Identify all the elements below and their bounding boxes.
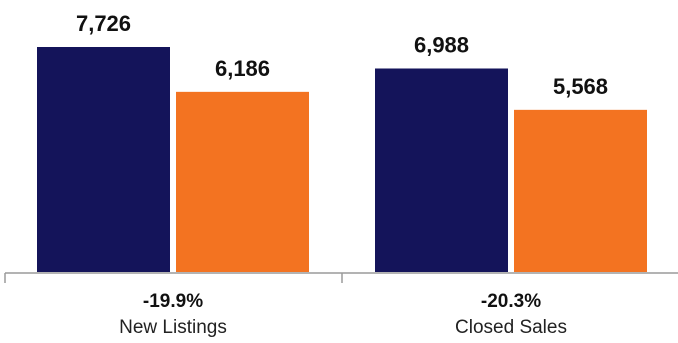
labels-layer: 7,726 6,988 6,186 5,568 -19.9% -20.3% Ne… xyxy=(76,11,608,338)
category-label-closed-sales: Closed Sales xyxy=(455,317,567,338)
bar-closed-sales-series2 xyxy=(514,109,647,272)
change-label-new-listings: -19.9% xyxy=(143,291,203,312)
value-label-new-listings-series2: 6,186 xyxy=(215,56,270,81)
category-label-new-listings: New Listings xyxy=(119,317,227,338)
bar-closed-sales-series1 xyxy=(375,68,508,272)
change-label-closed-sales: -20.3% xyxy=(481,291,541,312)
bars-layer xyxy=(37,47,647,272)
value-label-closed-sales-series2: 5,568 xyxy=(553,74,608,99)
bar-new-listings-series2 xyxy=(176,91,309,272)
value-label-new-listings-series1: 7,726 xyxy=(76,11,131,36)
value-label-closed-sales-series1: 6,988 xyxy=(414,32,469,57)
x-axis xyxy=(4,272,678,283)
bar-new-listings-series1 xyxy=(37,47,170,272)
